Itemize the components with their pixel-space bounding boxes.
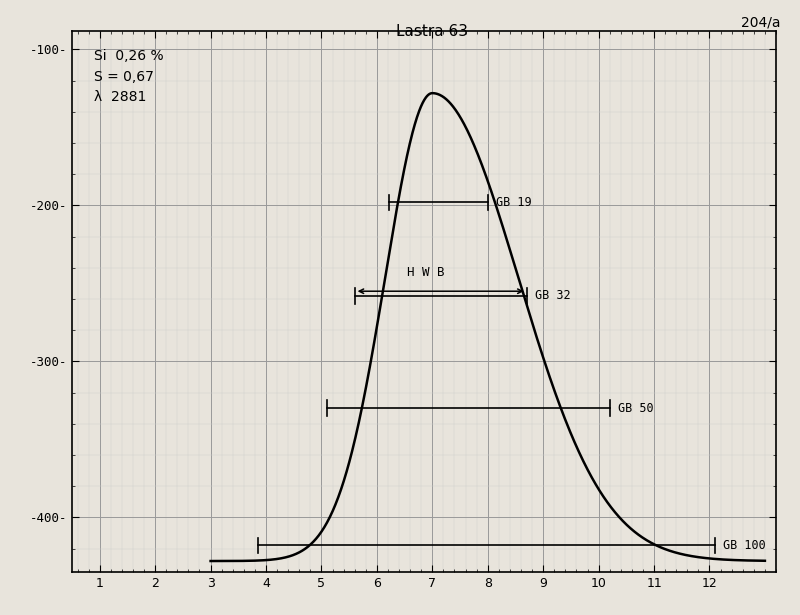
Text: Lastra 63: Lastra 63 bbox=[396, 23, 468, 39]
Text: λ  2881: λ 2881 bbox=[94, 90, 146, 104]
Text: 204/a: 204/a bbox=[741, 15, 780, 30]
Text: S = 0,67: S = 0,67 bbox=[94, 69, 154, 84]
Text: GB 100: GB 100 bbox=[723, 539, 766, 552]
Text: GB 19: GB 19 bbox=[496, 196, 532, 209]
Text: Si  0,26 %: Si 0,26 % bbox=[94, 49, 164, 63]
Text: H W B: H W B bbox=[407, 266, 445, 279]
Text: GB 50: GB 50 bbox=[618, 402, 654, 415]
Text: GB 32: GB 32 bbox=[535, 290, 570, 303]
